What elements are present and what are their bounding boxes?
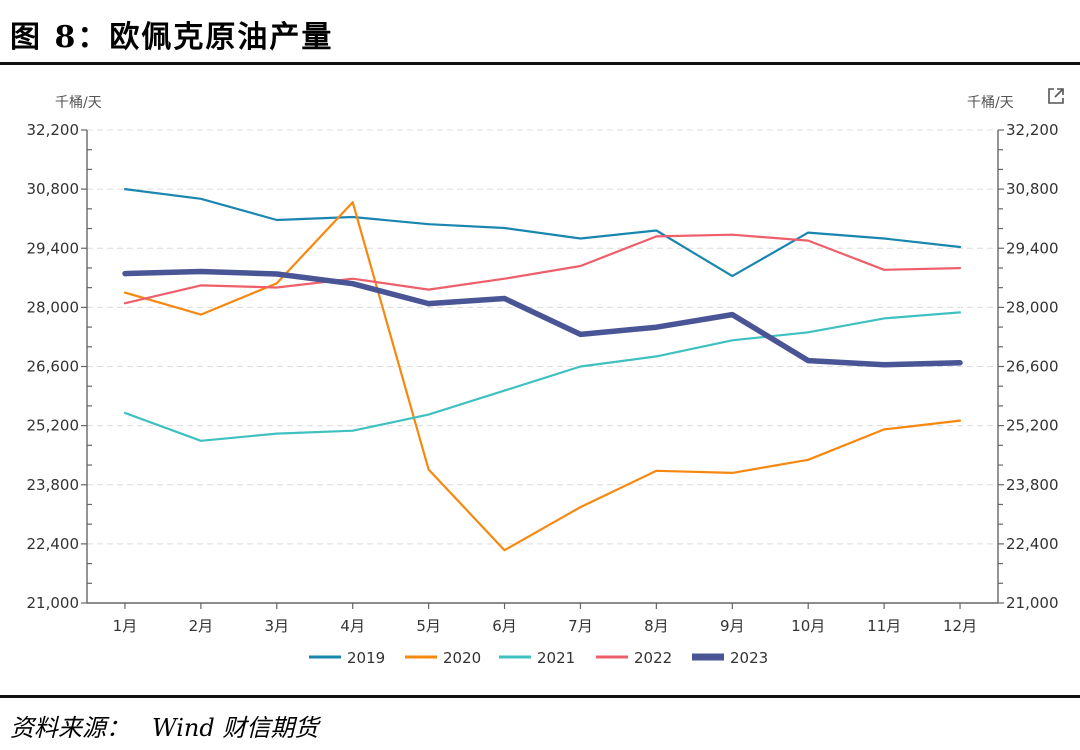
y-tick-label-left: 22,400 bbox=[27, 535, 80, 553]
y-tick-label-left: 28,000 bbox=[27, 298, 80, 316]
series-line-2021 bbox=[123, 311, 962, 442]
right-axis-unit: 千桶/天 bbox=[967, 95, 1014, 111]
y-tick-label-right: 32,200 bbox=[1006, 121, 1059, 139]
x-tick-label: 4月 bbox=[340, 617, 365, 635]
source-label: 资料来源： bbox=[10, 714, 130, 742]
series-line-2019 bbox=[123, 188, 962, 278]
legend-swatch-2020 bbox=[405, 655, 437, 659]
x-tick-label: 5月 bbox=[416, 617, 441, 635]
line-chart: 21,000 21,000 22,400 22,400 23,800 23,800 25,2… bbox=[27, 121, 1059, 667]
legend: 2019 2020 2021 2022 2023 bbox=[309, 649, 768, 667]
legend-swatch-2019 bbox=[309, 655, 341, 659]
bottom-divider bbox=[0, 695, 1080, 698]
y-tick-label-left: 25,200 bbox=[27, 417, 80, 435]
y-tick-label-right: 21,000 bbox=[1006, 594, 1059, 612]
x-tick-label: 6月 bbox=[492, 617, 517, 635]
y-tick-label-right: 26,600 bbox=[1006, 358, 1059, 376]
y-tick-label-left: 26,600 bbox=[27, 358, 80, 376]
gridlines bbox=[87, 129, 998, 545]
legend-label-2023: 2023 bbox=[730, 649, 768, 667]
x-tick-label: 8月 bbox=[644, 617, 669, 635]
series-line-2020 bbox=[123, 201, 962, 552]
x-tick-label: 3月 bbox=[265, 617, 290, 635]
y-tick-label-left: 21,000 bbox=[27, 594, 80, 612]
source-text: Wind 财信期货 bbox=[152, 714, 319, 742]
y-tick-label-left: 32,200 bbox=[27, 121, 80, 139]
top-divider bbox=[0, 62, 1080, 65]
x-tick-label: 1月 bbox=[113, 617, 138, 635]
y-tick-label-right: 28,000 bbox=[1006, 298, 1059, 316]
x-tick-label: 7月 bbox=[568, 617, 593, 635]
series-line-2023 bbox=[122, 268, 963, 368]
legend-label-2022: 2022 bbox=[634, 649, 672, 667]
legend-swatch-2022 bbox=[596, 655, 628, 659]
y-tick-label-right: 25,200 bbox=[1006, 417, 1059, 435]
legend-swatch-2023 bbox=[692, 653, 724, 661]
y-tick-label-left: 30,800 bbox=[27, 180, 80, 198]
y-tick-label-left: 23,800 bbox=[27, 476, 80, 494]
source-note: 资料来源： Wind 财信期货 bbox=[10, 708, 318, 743]
y-tick-label-right: 22,400 bbox=[1006, 535, 1059, 553]
x-tick-label: 12月 bbox=[943, 617, 977, 635]
legend-swatch-2021 bbox=[499, 655, 531, 659]
x-tick-label: 10月 bbox=[791, 617, 825, 635]
y-tick-label-left: 29,400 bbox=[27, 239, 80, 257]
x-tick-label: 9月 bbox=[720, 617, 745, 635]
y-tick-label-right: 23,800 bbox=[1006, 476, 1059, 494]
legend-label-2020: 2020 bbox=[443, 649, 481, 667]
external-link-icon[interactable] bbox=[1046, 86, 1066, 106]
x-tick-label: 11月 bbox=[867, 617, 901, 635]
left-axis-unit: 千桶/天 bbox=[55, 95, 102, 111]
axes: 21,000 21,000 22,400 22,400 23,800 23,800 25,2… bbox=[27, 121, 1059, 635]
figure-title: 图 8：欧佩克原油产量 bbox=[10, 20, 334, 55]
series-lines bbox=[122, 188, 963, 552]
y-tick-label-right: 29,400 bbox=[1006, 239, 1059, 257]
y-tick-label-right: 30,800 bbox=[1006, 180, 1059, 198]
legend-label-2021: 2021 bbox=[537, 649, 575, 667]
series-line-2022 bbox=[123, 233, 962, 305]
x-tick-label: 2月 bbox=[189, 617, 214, 635]
legend-label-2019: 2019 bbox=[347, 649, 385, 667]
